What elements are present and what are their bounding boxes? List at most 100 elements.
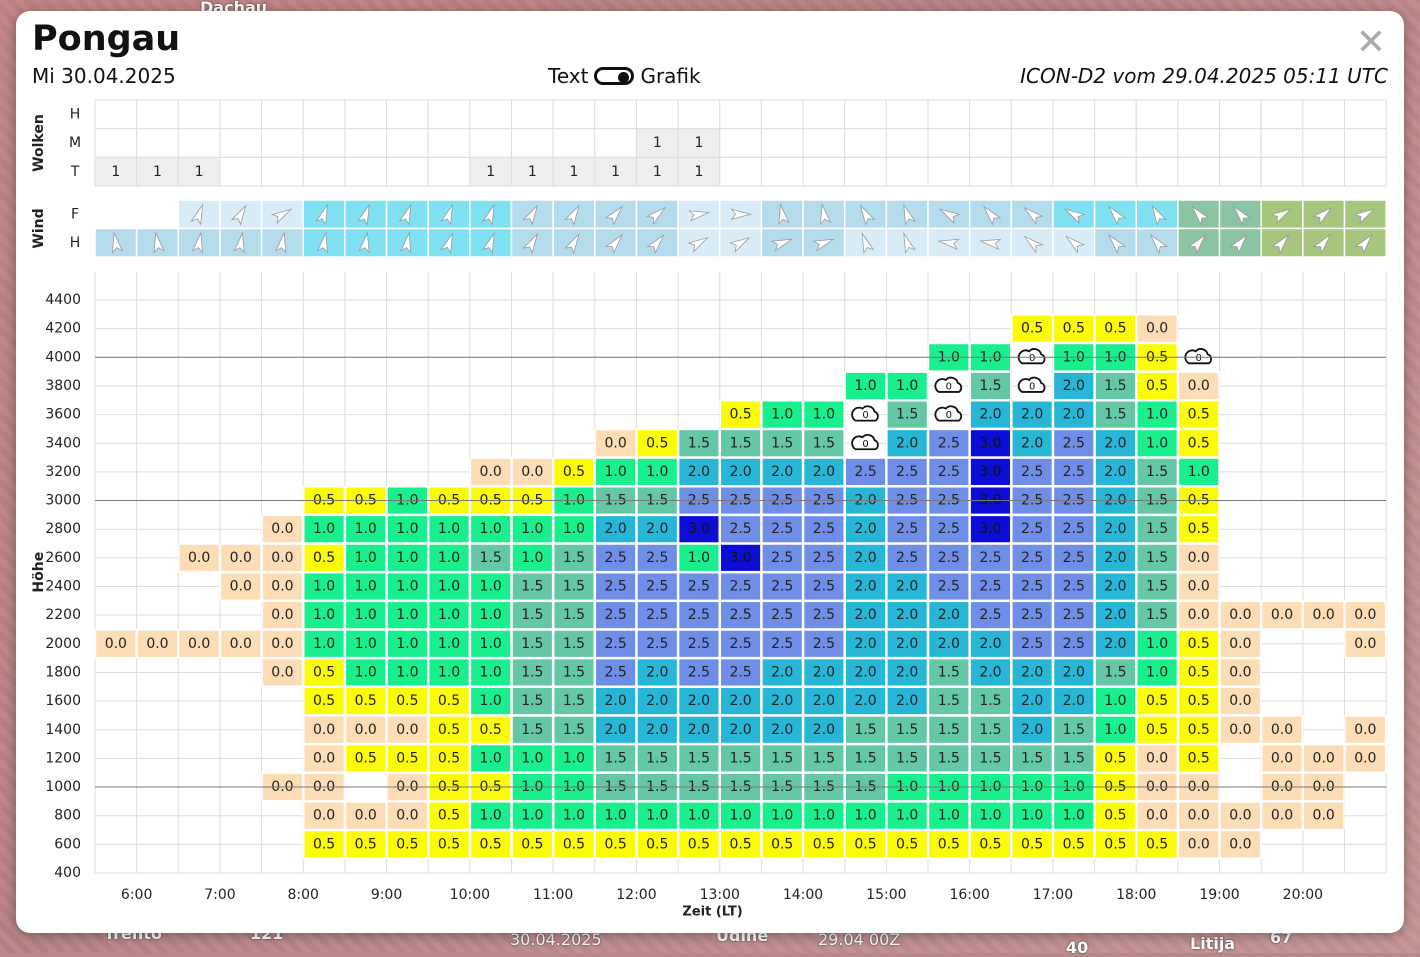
- thermal-cell-value: 2.5: [604, 607, 626, 623]
- height-tick-label: 1600: [45, 693, 81, 709]
- thermal-cell-value: 2.5: [771, 636, 793, 652]
- thermal-cell-value: 0.0: [230, 550, 252, 566]
- wind-arrow-shape: [522, 232, 539, 255]
- thermal-cell: [594, 571, 637, 602]
- cloud-cell: [1177, 128, 1221, 158]
- wind-arrow-shape: [903, 231, 916, 255]
- thermal-cell: [677, 801, 720, 831]
- cloud-cell: [1344, 128, 1387, 158]
- thermal-cell-value: 0.0: [1146, 750, 1168, 766]
- cloud-cell: [1177, 99, 1221, 130]
- thermal-cell: [844, 715, 887, 745]
- thermal-cell: [469, 571, 512, 602]
- thermal-cell: [1260, 801, 1304, 831]
- thermal-cell-value: 0.5: [771, 836, 793, 852]
- thermal-cell-value: 2.0: [896, 579, 918, 595]
- thermal-cell-value: 0.5: [313, 836, 335, 852]
- thermal-cell: [1177, 743, 1220, 773]
- thermal-cell: [802, 715, 845, 745]
- thermal-cell: [636, 801, 679, 831]
- forecast-date: Mi 30.04.2025: [32, 64, 176, 88]
- height-tick-label: 3400: [45, 435, 81, 451]
- time-tick-label: 7:00: [204, 887, 235, 903]
- cloud-icon-digit: 0: [1029, 381, 1035, 392]
- wind-arrow-icon: [1149, 233, 1168, 255]
- thermal-cell-value: 1.0: [480, 808, 502, 824]
- thermal-cell-value: 0.5: [396, 836, 418, 852]
- thermal-cell: [1052, 314, 1095, 344]
- thermal-cell-value: 2.5: [729, 521, 751, 537]
- x-axis-label: Zeit (LT): [682, 905, 742, 920]
- thermal-cell-value: 0.5: [1188, 407, 1210, 423]
- wind-arrow-shape: [233, 231, 245, 254]
- thermal-cell: [303, 801, 346, 831]
- thermal-cell: [1094, 715, 1137, 745]
- thermal-cell-value: 2.5: [938, 464, 960, 480]
- wind-arrow-shape: [275, 231, 287, 254]
- close-button[interactable]: ✕: [1355, 22, 1386, 63]
- thermal-cell: [219, 629, 262, 659]
- thermal-cell-value: 2.0: [1021, 722, 1043, 738]
- wind-arrow-icon: [861, 231, 875, 255]
- thermal-cell-value: 0.5: [1146, 836, 1168, 852]
- thermal-cell: [1136, 314, 1179, 344]
- thermal-cell: [594, 657, 637, 688]
- wind-arrow-icon: [400, 231, 412, 254]
- wind-arrow-shape: [1107, 233, 1127, 255]
- thermal-cell: [511, 657, 554, 688]
- time-tick-label: 8:00: [288, 887, 319, 903]
- cloud-icon: 0: [1184, 348, 1213, 365]
- cloud-cell: [94, 128, 138, 158]
- thermal-cell: [719, 600, 762, 630]
- wind-arrow-shape: [270, 208, 293, 225]
- thermal-cell: [886, 457, 929, 487]
- thermal-cell-value: 1.0: [688, 808, 710, 824]
- thermal-cell: [636, 686, 679, 716]
- cloud-cell: [469, 128, 513, 158]
- thermal-cell-value: 2.5: [896, 464, 918, 480]
- wind-row-label: F: [71, 206, 79, 222]
- thermal-cell: [927, 801, 970, 831]
- thermal-cell: [469, 600, 512, 630]
- cloud-cell: [802, 99, 846, 130]
- cloud-cell: [927, 156, 971, 187]
- thermal-cell: [552, 743, 596, 773]
- thermal-cell-value: 2.5: [1021, 579, 1043, 595]
- view-toggle[interactable]: Text Grafik: [548, 63, 701, 89]
- wind-cell: [427, 227, 471, 258]
- thermal-cell-value: 1.5: [896, 722, 918, 738]
- thermal-cell-value: 1.0: [1021, 808, 1043, 824]
- thermal-cell-value: 1.5: [813, 750, 835, 766]
- thermal-cell-value: 0.5: [854, 836, 876, 852]
- cloud-cell: [1052, 156, 1096, 187]
- thermal-cell: [844, 829, 887, 859]
- thermal-cell: [761, 629, 804, 659]
- thermal-cell-value: 1.0: [480, 664, 502, 680]
- thermal-cell-value: 2.0: [771, 664, 793, 680]
- thermal-cell: [303, 514, 346, 544]
- thermal-cell: [927, 543, 970, 573]
- toggle-label-grafik[interactable]: Grafik: [640, 64, 701, 88]
- cloud-icon-digit: 0: [946, 381, 952, 392]
- cloud-cell: [1260, 99, 1304, 130]
- wind-arrow-shape: [938, 208, 961, 225]
- wind-arrow-icon: [604, 233, 624, 255]
- cloud-cell-value: 1: [653, 164, 662, 180]
- thermal-cell: [1094, 371, 1137, 401]
- thermal-cell-value: 1.5: [688, 750, 710, 766]
- thermal-cell: [94, 629, 137, 659]
- thermal-cell-value: 0.0: [396, 808, 418, 824]
- height-tick-label: 4000: [45, 349, 81, 365]
- cloud-icon: 0: [934, 405, 963, 422]
- thermal-cell: [1177, 400, 1220, 430]
- thermal-cell: [761, 514, 804, 544]
- wind-arrow-icon: [191, 231, 203, 254]
- cloud-cell-value: 1: [195, 164, 204, 180]
- thermal-cell: [844, 457, 887, 487]
- thermal-cell-value: 2.0: [1104, 579, 1126, 595]
- toggle-switch[interactable]: [594, 67, 635, 85]
- thermal-cell: [594, 743, 637, 773]
- toggle-label-text[interactable]: Text: [548, 64, 589, 88]
- thermal-cell: [969, 371, 1012, 401]
- cloud-icon-shape: [934, 376, 963, 393]
